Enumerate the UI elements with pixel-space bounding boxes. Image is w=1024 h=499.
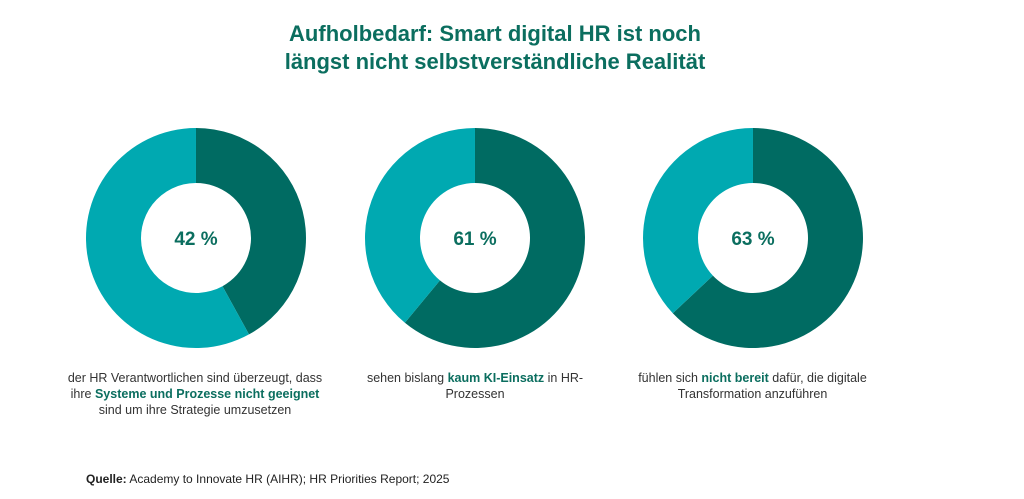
donut-2-value-slice — [404, 128, 585, 348]
chart-title: Aufholbedarf: Smart digital HR ist noch … — [0, 20, 990, 76]
title-line-2: längst nicht selbstverständliche Realitä… — [284, 49, 706, 74]
donut-1-label: 42 % — [174, 229, 217, 250]
donut-1-value-slice — [196, 128, 306, 335]
donut-2-label: 61 % — [453, 229, 496, 250]
caption-1: der HR Verantwortlichen sind überzeugt, … — [67, 371, 323, 417]
donut-2-rest-slice — [364, 128, 475, 323]
donut-3-rest-slice — [643, 128, 753, 314]
donut-3-value-slice — [672, 128, 864, 349]
title-line-1: Aufholbedarf: Smart digital HR ist noch — [289, 21, 701, 46]
source-note: Quelle: Academy to Innovate HR (AIHR); H… — [86, 472, 450, 486]
donut-1-rest-slice — [85, 128, 249, 348]
caption-2: sehen bislang kaum KI-Einsatz in HR-Proz… — [366, 371, 584, 401]
caption-3: fühlen sich nicht bereit dafür, die digi… — [638, 371, 867, 401]
donut-3-label: 63 % — [731, 229, 774, 250]
